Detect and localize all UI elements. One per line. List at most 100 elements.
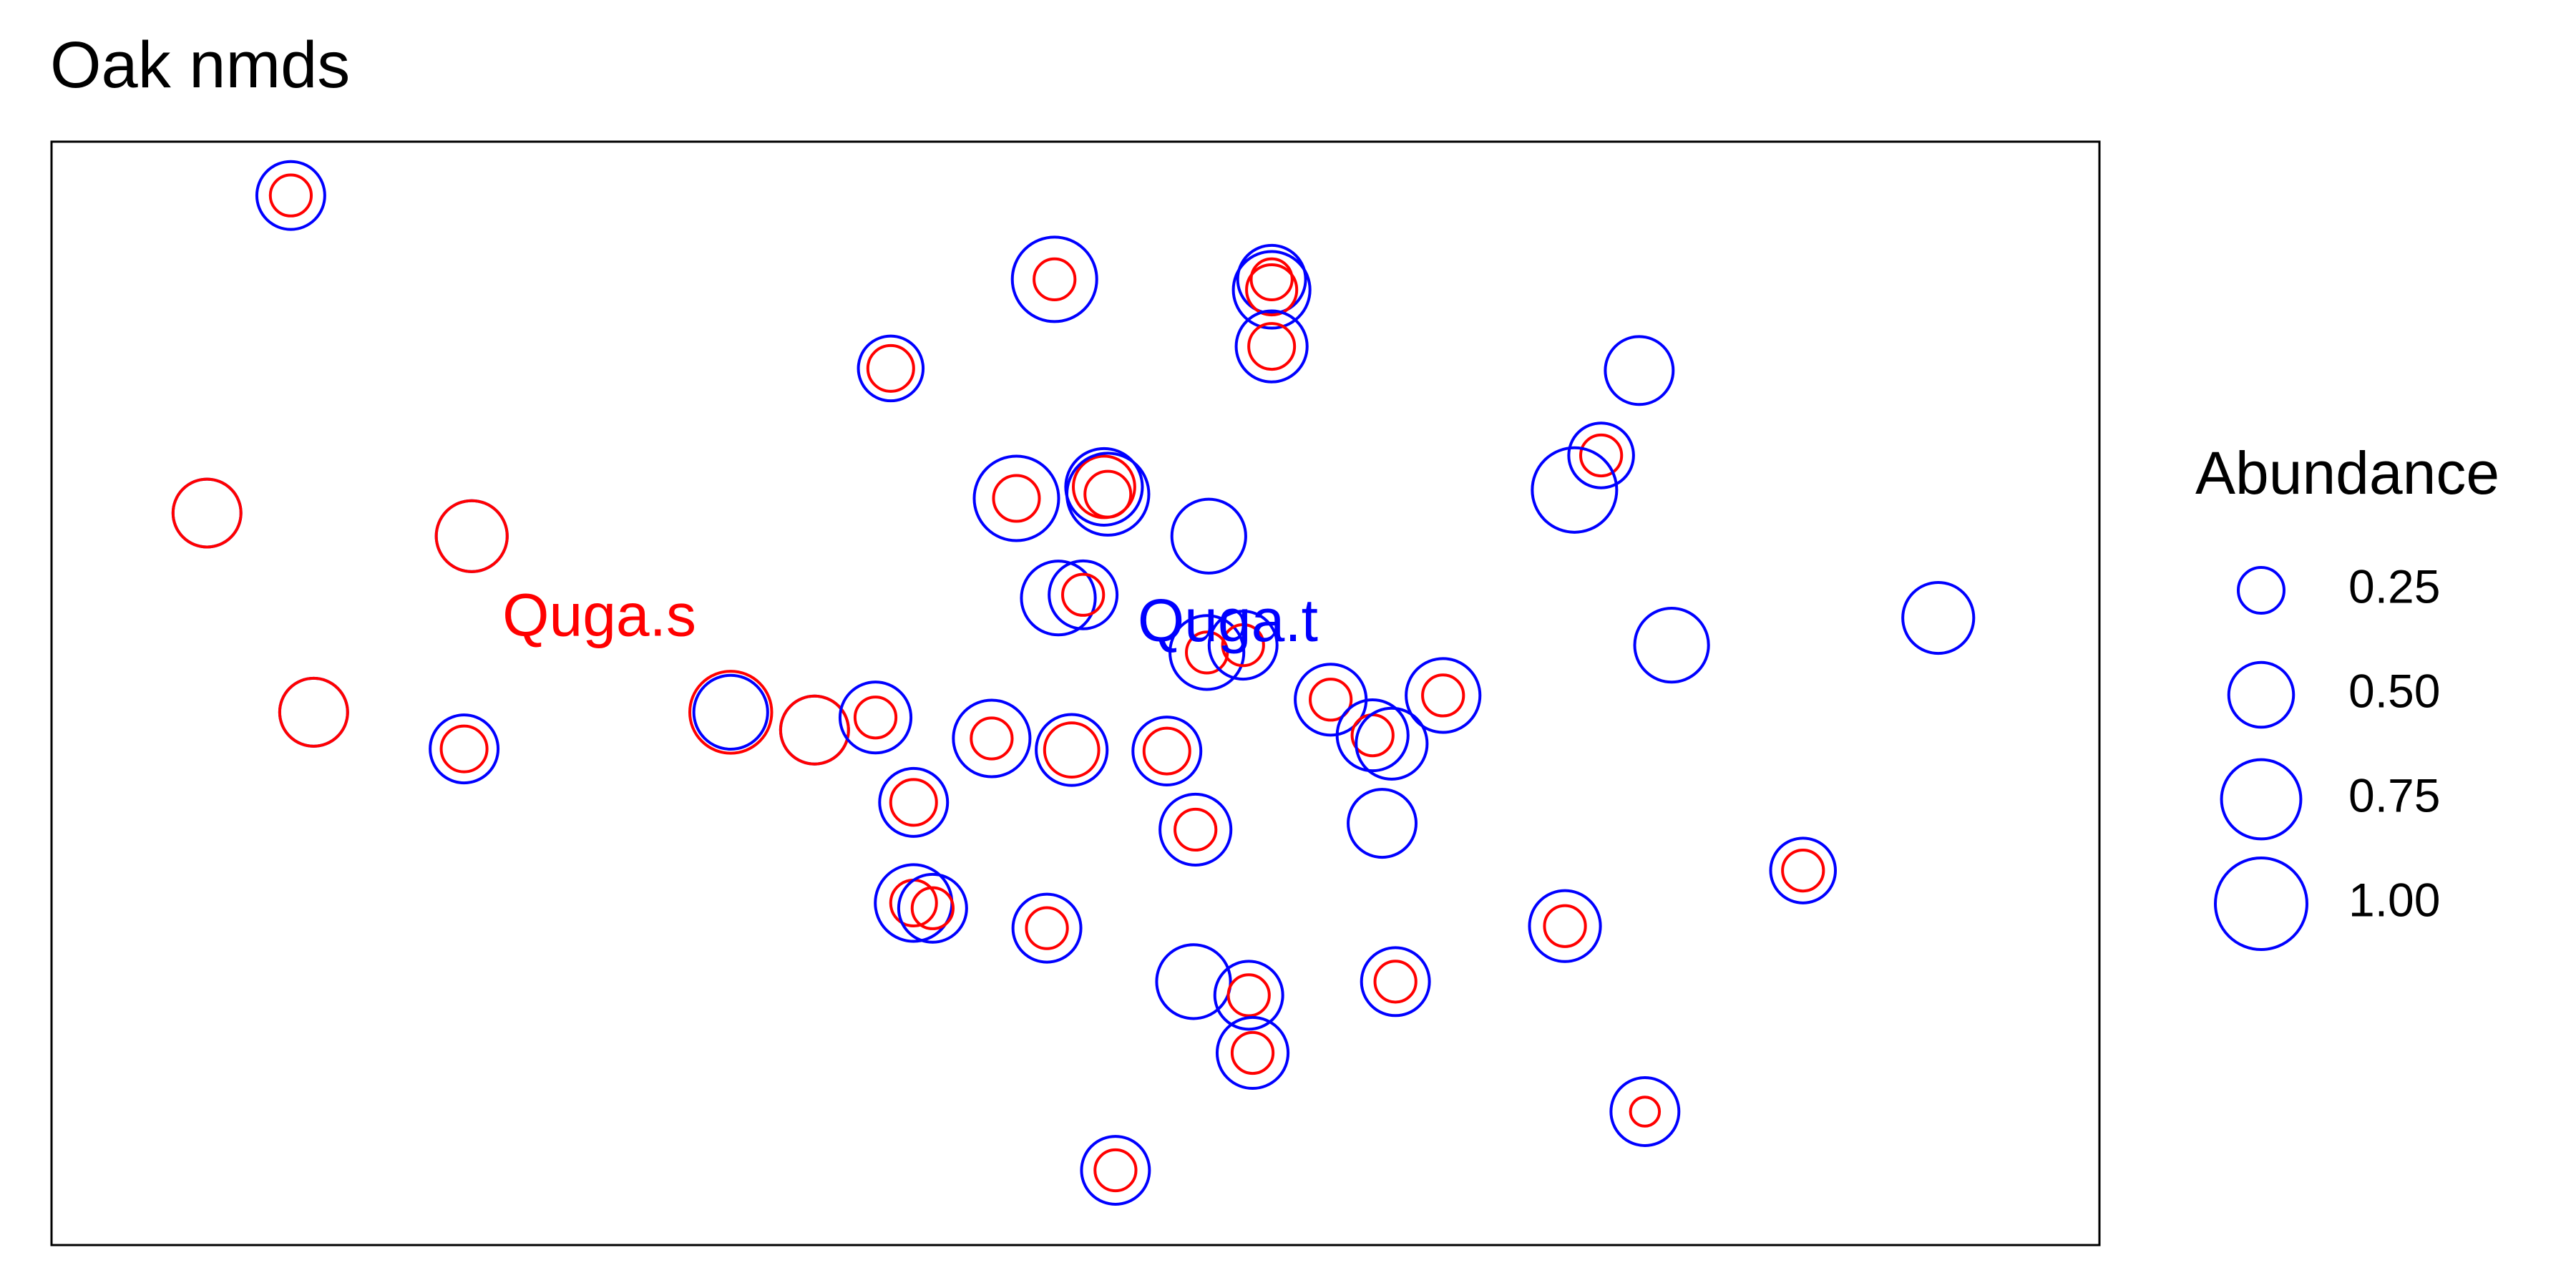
point-t-circle [1048,559,1119,630]
point-p45 [1215,1015,1290,1091]
point-s-circle [434,499,509,573]
point-s-circle [1373,960,1418,1004]
legend-label: 0.75 [2348,769,2440,821]
point-s-circle [866,343,915,393]
point-p36 [1347,788,1418,859]
point-t-circle [1207,610,1279,681]
legend-item: 1.00 [2214,857,2440,951]
point-t-circle [1609,1076,1681,1147]
legend-item: 0.25 [2237,560,2440,615]
point-s-circle [1309,678,1353,722]
species-labels-layer: Quga.s Quga.t [502,582,1318,654]
point-t-circle [1131,716,1203,787]
point-s-circle [439,724,489,774]
point-s-circle [688,670,774,755]
point-s-circle [1543,904,1587,948]
legend-key-circle [2227,660,2296,729]
point-t-circle [1170,497,1247,575]
point-t-circle [1011,892,1083,964]
point-t-circle [952,698,1032,779]
point-s-circle [1061,572,1106,617]
point-s-circle [278,676,349,748]
point-p17 [1048,559,1119,630]
point-p2 [1010,235,1098,323]
point-t-circle [1347,788,1418,859]
point-t-circle [897,872,968,944]
point-t-circle [1604,335,1675,406]
point-p14 [434,499,509,573]
legend: Abundance 0.25 0.50 0.75 1.00 [2195,439,2499,951]
point-t-circle [1064,447,1144,527]
point-p44 [1360,946,1431,1018]
point-p11 [972,454,1060,542]
point-p6 [857,334,925,403]
point-p42 [1155,943,1232,1020]
point-t-circle [1155,943,1232,1020]
point-s-circle [1230,1030,1275,1075]
point-s-circle [1421,673,1465,718]
point-s-circle [853,696,898,740]
point-p23 [1405,657,1482,734]
point-t-circle [1360,946,1431,1018]
point-t-circle [1010,235,1098,323]
point-t-circle [1169,614,1246,691]
point-t-circle [1215,1015,1290,1091]
point-t-circle [1158,792,1233,867]
point-p8 [1567,421,1635,489]
point-t-circle [1335,698,1410,773]
point-s-circle [970,716,1014,761]
point-p7 [1604,335,1675,406]
legend-title: Abundance [2195,439,2499,507]
point-t-circle [1405,657,1482,734]
point-t-circle [255,160,326,231]
point-p1 [255,160,326,231]
point-p38 [897,872,968,944]
point-p39 [1011,892,1083,964]
point-s-circle [1247,322,1297,371]
legend-key-circle [2214,857,2308,951]
point-s-circle [779,694,850,766]
point-s-circle [1245,263,1299,317]
point-p35 [1158,792,1233,867]
point-t-circle [972,454,1060,542]
points-layer [171,160,1976,1206]
point-p24 [278,676,349,748]
point-p31 [1335,698,1410,773]
point-t-circle [692,673,769,751]
point-p21 [1207,610,1279,681]
point-p16 [1020,560,1097,637]
legend-item: 0.75 [2220,758,2440,841]
point-p28 [952,698,1032,779]
legend-key-circle [2220,758,2303,841]
point-t-circle [1531,446,1619,534]
point-s-circle [910,886,955,930]
point-p30 [1131,716,1203,787]
legend-label: 1.00 [2348,873,2440,926]
point-t-circle [838,680,913,755]
point-p10 [171,477,243,549]
point-t-circle [1355,706,1429,781]
point-s-circle [171,477,243,549]
point-t-circle [878,766,950,838]
point-p40 [1528,889,1602,963]
point-p13 [1065,452,1151,537]
point-t-circle [1528,889,1602,963]
point-p43 [1213,960,1284,1031]
point-p29 [1035,713,1109,787]
point-t-circle [1213,960,1284,1031]
point-s-circle [1142,726,1191,776]
species-label-s: Quga.s [502,582,696,649]
legend-key-circle [2237,566,2285,615]
point-s-circle [1083,469,1133,519]
point-p33 [429,713,500,785]
point-p18 [1901,580,1976,655]
point-s-circle [1249,257,1294,301]
point-t-circle [1231,250,1312,330]
point-t-circle [857,334,925,403]
point-p27 [838,680,913,755]
species-label-t: Quga.t [1138,587,1318,654]
legend-item: 0.50 [2227,660,2440,729]
point-p15 [1170,497,1247,575]
chart-title: Oak nmds [50,29,350,102]
